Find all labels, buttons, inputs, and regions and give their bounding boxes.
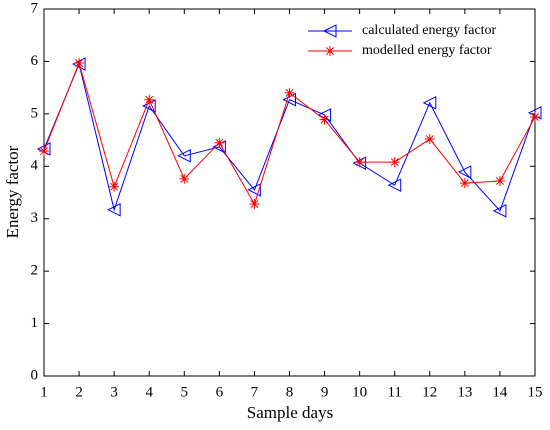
point-marker (494, 175, 505, 186)
legend-text: modelled energy factor (362, 43, 492, 58)
point-marker (177, 148, 191, 163)
point-marker (424, 134, 435, 145)
x-tick-label: 4 (145, 384, 153, 400)
legend-marker (322, 24, 337, 38)
x-tick-label: 11 (387, 384, 401, 400)
x-tick-label: 10 (352, 384, 367, 400)
y-tick-label: 0 (31, 367, 39, 383)
point-marker (319, 114, 330, 125)
point-marker (457, 165, 472, 179)
x-tick-label: 2 (75, 384, 83, 400)
point-marker (247, 183, 261, 197)
series-line (43, 62, 536, 212)
point-marker (109, 181, 120, 192)
x-tick-label: 7 (251, 384, 259, 400)
x-tick-label: 9 (321, 384, 329, 400)
x-tick-label: 8 (286, 384, 294, 400)
point-marker (389, 157, 400, 168)
y-axis-label: Energy factor (3, 145, 22, 238)
x-tick-label: 13 (457, 384, 472, 400)
y-tick-label: 2 (31, 263, 39, 279)
point-marker (214, 137, 225, 148)
y-tick-label: 3 (31, 210, 39, 226)
point-marker (39, 146, 49, 157)
x-tick-label: 3 (110, 384, 118, 400)
x-tick-label: 1 (40, 384, 48, 400)
x-tick-label: 6 (216, 384, 224, 400)
y-tick-label: 6 (31, 53, 39, 69)
point-marker (530, 112, 540, 123)
y-tick-label: 5 (31, 105, 39, 121)
point-marker (387, 178, 402, 192)
x-axis-label: Sample days (247, 403, 333, 422)
x-tick-label: 5 (181, 384, 189, 400)
point-marker (144, 94, 155, 105)
y-tick-label: 4 (31, 158, 39, 174)
x-tick-label: 12 (422, 384, 437, 400)
point-marker (492, 204, 507, 218)
x-tick-label: 15 (528, 384, 543, 400)
point-marker (107, 202, 121, 217)
point-marker (354, 157, 365, 168)
plot-frame (43, 8, 536, 377)
y-tick-label: 1 (31, 315, 39, 331)
point-marker (459, 178, 470, 189)
point-marker (74, 58, 85, 69)
point-marker (179, 173, 190, 184)
point-marker (284, 87, 295, 98)
legend-text: calculated energy factor (362, 23, 497, 38)
point-marker (249, 199, 260, 210)
y-tick-label: 7 (31, 0, 39, 16)
point-marker (422, 96, 437, 110)
legend-marker (325, 46, 335, 56)
x-tick-label: 14 (492, 384, 508, 400)
